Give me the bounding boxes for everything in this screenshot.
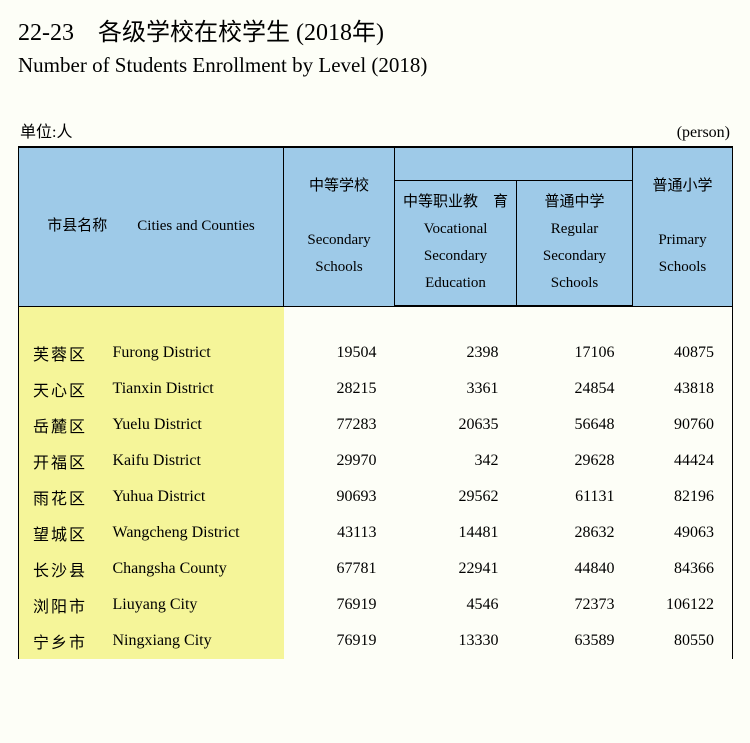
cell-name-en: Changsha County [109, 551, 284, 587]
table-row: 望城区Wangcheng District4311314481286324906… [19, 515, 733, 551]
enrollment-table: 市县名称 Cities and Counties 中等学校 Secondary … [18, 146, 733, 659]
col-secondary-subgroup [395, 147, 633, 181]
table-row: 宁乡市Ningxiang City76919133306358980550 [19, 623, 733, 659]
cell-primary: 82196 [633, 479, 733, 515]
cell-vocational: 2398 [395, 335, 517, 371]
col-secondary-en: Secondary Schools [288, 227, 390, 281]
cell-regular: 72373 [517, 587, 633, 623]
col-vocational-en: Vocational Secondary Education [399, 216, 512, 297]
cell-secondary: 19504 [284, 335, 395, 371]
unit-chinese: 单位:人 [20, 118, 72, 142]
col-primary: 普通小学 Primary Schools [633, 147, 733, 306]
col-secondary-cn: 中等学校 [288, 173, 390, 200]
col-primary-en: Primary Schools [637, 227, 728, 281]
cell-primary: 84366 [633, 551, 733, 587]
spacer-row [19, 306, 733, 335]
cell-vocational: 3361 [395, 371, 517, 407]
cell-secondary: 67781 [284, 551, 395, 587]
cell-name-cn: 宁乡市 [19, 623, 109, 659]
table-row: 天心区Tianxin District2821533612485443818 [19, 371, 733, 407]
cell-primary: 43818 [633, 371, 733, 407]
cell-name-en: Kaifu District [109, 443, 284, 479]
cell-primary: 44424 [633, 443, 733, 479]
cell-name-en: Liuyang City [109, 587, 284, 623]
cell-name-cn: 天心区 [19, 371, 109, 407]
col-regular-cn: 普通中学 [521, 189, 628, 216]
cell-regular: 17106 [517, 335, 633, 371]
title-english: Number of Students Enrollment by Level (… [18, 53, 732, 78]
col-vocational: 中等职业教 育 Vocational Secondary Education [395, 181, 517, 307]
table-row: 长沙县Changsha County67781229414484084366 [19, 551, 733, 587]
cell-vocational: 342 [395, 443, 517, 479]
col-vocational-cn: 中等职业教 育 [399, 189, 512, 216]
cell-name-cn: 岳麓区 [19, 407, 109, 443]
cell-secondary: 90693 [284, 479, 395, 515]
cell-vocational: 4546 [395, 587, 517, 623]
cell-primary: 90760 [633, 407, 733, 443]
cell-regular: 24854 [517, 371, 633, 407]
cell-name-cn: 长沙县 [19, 551, 109, 587]
cell-primary: 106122 [633, 587, 733, 623]
cell-name-cn: 浏阳市 [19, 587, 109, 623]
cell-name-en: Furong District [109, 335, 284, 371]
cell-name-cn: 望城区 [19, 515, 109, 551]
table-header: 市县名称 Cities and Counties 中等学校 Secondary … [19, 147, 733, 306]
col-city-cn: 市县名称 [47, 213, 107, 240]
cell-name-cn: 雨花区 [19, 479, 109, 515]
cell-regular: 63589 [517, 623, 633, 659]
page: 22-23 各级学校在校学生 (2018年) Number of Student… [0, 0, 750, 659]
cell-secondary: 76919 [284, 623, 395, 659]
col-city: 市县名称 Cities and Counties [19, 147, 284, 306]
cell-name-en: Tianxin District [109, 371, 284, 407]
cell-secondary: 28215 [284, 371, 395, 407]
col-city-en: Cities and Counties [137, 213, 255, 240]
cell-secondary: 29970 [284, 443, 395, 479]
cell-name-en: Yuhua District [109, 479, 284, 515]
unit-english: (person) [677, 124, 730, 142]
table-row: 开福区Kaifu District299703422962844424 [19, 443, 733, 479]
cell-name-en: Yuelu District [109, 407, 284, 443]
unit-row: 单位:人 (person) [18, 118, 732, 146]
cell-primary: 80550 [633, 623, 733, 659]
cell-primary: 49063 [633, 515, 733, 551]
cell-secondary: 76919 [284, 587, 395, 623]
cell-secondary: 77283 [284, 407, 395, 443]
title-chinese: 22-23 各级学校在校学生 (2018年) [18, 12, 732, 47]
cell-vocational: 14481 [395, 515, 517, 551]
cell-secondary: 43113 [284, 515, 395, 551]
col-secondary: 中等学校 Secondary Schools [284, 147, 395, 306]
table-body: 芙蓉区Furong District1950423981710640875天心区… [19, 306, 733, 659]
cell-vocational: 20635 [395, 407, 517, 443]
cell-regular: 28632 [517, 515, 633, 551]
cell-regular: 56648 [517, 407, 633, 443]
cell-vocational: 13330 [395, 623, 517, 659]
col-primary-cn: 普通小学 [637, 173, 728, 200]
cell-name-cn: 开福区 [19, 443, 109, 479]
col-regular: 普通中学 Regular Secondary Schools [517, 181, 633, 307]
cell-regular: 44840 [517, 551, 633, 587]
cell-regular: 29628 [517, 443, 633, 479]
cell-regular: 61131 [517, 479, 633, 515]
cell-name-cn: 芙蓉区 [19, 335, 109, 371]
cell-primary: 40875 [633, 335, 733, 371]
table-row: 浏阳市Liuyang City76919454672373106122 [19, 587, 733, 623]
table-row: 雨花区Yuhua District90693295626113182196 [19, 479, 733, 515]
cell-name-en: Wangcheng District [109, 515, 284, 551]
table-row: 岳麓区Yuelu District77283206355664890760 [19, 407, 733, 443]
table-row: 芙蓉区Furong District1950423981710640875 [19, 335, 733, 371]
cell-vocational: 22941 [395, 551, 517, 587]
cell-name-en: Ningxiang City [109, 623, 284, 659]
col-regular-en: Regular Secondary Schools [521, 216, 628, 297]
cell-vocational: 29562 [395, 479, 517, 515]
